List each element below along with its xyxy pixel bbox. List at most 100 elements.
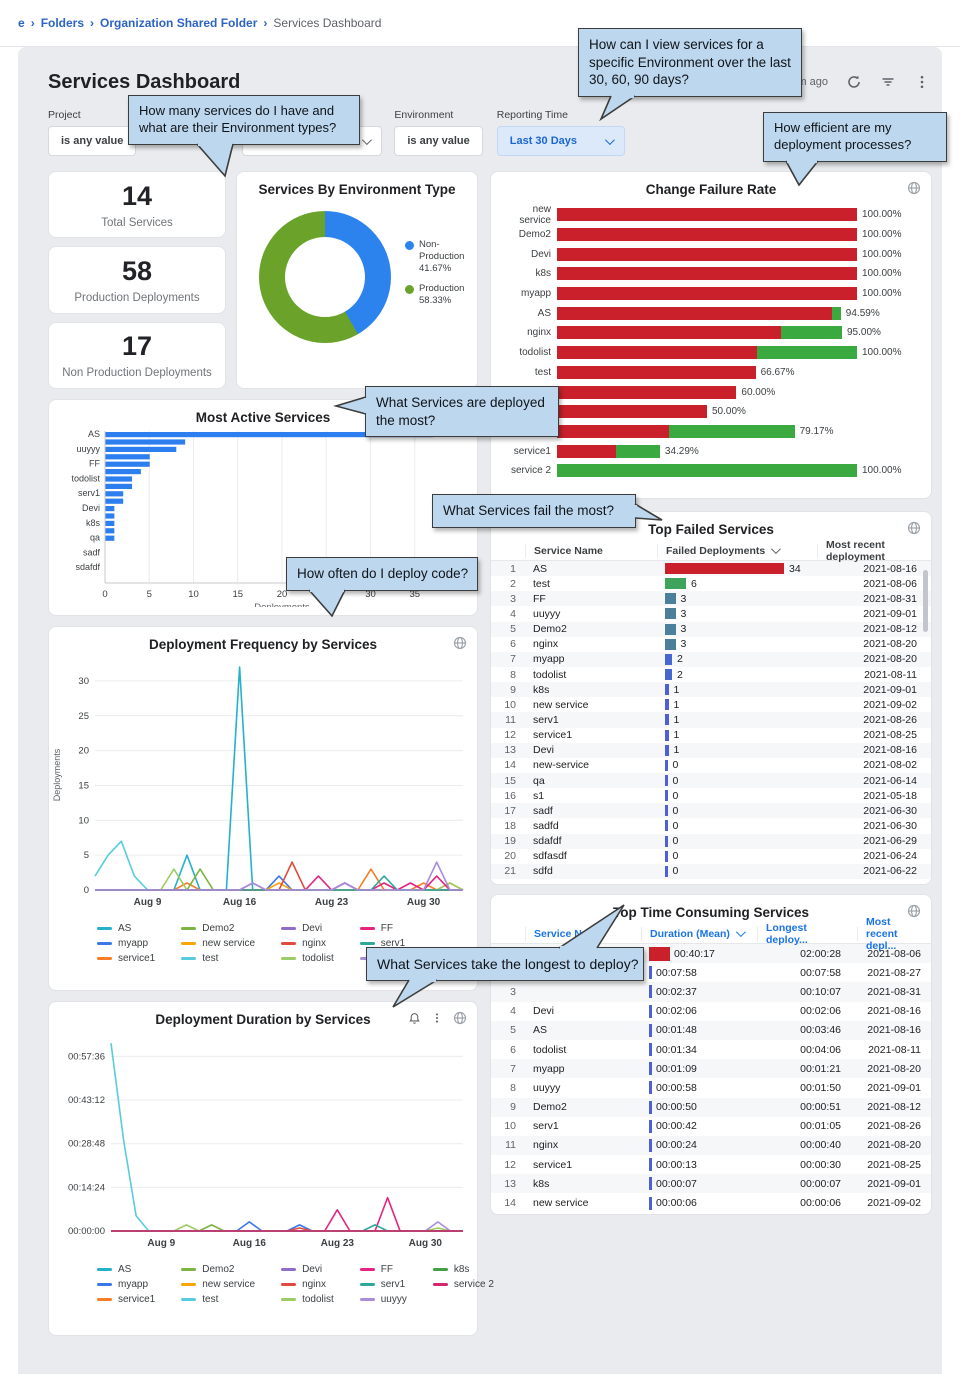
date-cell: 2021-06-30: [863, 819, 917, 832]
date-cell: 2021-08-06: [867, 947, 921, 960]
globe-icon[interactable]: [453, 1011, 467, 1025]
date-cell: 2021-08-12: [867, 1101, 921, 1114]
legend-dash: [181, 942, 197, 945]
cfr-failed-segment: [557, 247, 857, 261]
legend-label: Demo2: [202, 923, 235, 934]
table-row: 11 serv1 1 2021-08-26: [491, 712, 931, 728]
service-name-cell: sadfd: [533, 819, 559, 832]
row-number: 14: [504, 759, 516, 772]
legend-item: FF: [359, 1262, 407, 1277]
more-menu-icon[interactable]: [431, 1012, 443, 1024]
row-number: 1: [510, 562, 516, 575]
globe-icon[interactable]: [907, 521, 921, 535]
column-header[interactable]: Most recent depl...: [857, 916, 931, 952]
breadcrumb-item[interactable]: e: [18, 16, 25, 30]
legend-label: todolist: [302, 953, 334, 964]
legend-item: Demo2: [181, 921, 255, 936]
value-bar: [649, 1138, 652, 1152]
table-row: 13 Devi 1 2021-08-16: [491, 742, 931, 758]
date-cell: 2021-06-14: [863, 774, 917, 787]
failed-deployments-cell: 3: [657, 638, 817, 650]
row-number: 15: [504, 774, 516, 787]
svg-text:sadf: sadf: [83, 547, 101, 557]
table-row: 2 test 6 2021-08-06: [491, 576, 931, 591]
filter-project-chip[interactable]: is any value: [48, 126, 137, 156]
value-bar: [649, 1043, 652, 1057]
value-label: 3: [680, 623, 687, 636]
value-bar: [649, 985, 652, 999]
globe-icon[interactable]: [907, 181, 921, 195]
filter-project-label: Project: [48, 109, 81, 121]
value-label: 00:00:24: [656, 1139, 697, 1152]
callout-fail-most: What Services fail the most?: [432, 494, 663, 528]
service-name-cell: service1: [533, 1158, 573, 1171]
row-number: 11: [505, 1139, 516, 1152]
service-name-cell: serv1: [533, 1120, 559, 1133]
svg-text:0: 0: [84, 885, 89, 896]
svg-text:Aug 30: Aug 30: [409, 1238, 443, 1249]
legend-item: test: [181, 1292, 255, 1307]
row-number: 4: [510, 607, 516, 620]
filter-environment-chip[interactable]: is any value: [394, 126, 483, 156]
more-menu-icon[interactable]: [914, 74, 930, 90]
globe-icon[interactable]: [453, 636, 467, 650]
table-row: 7 myapp 00:01:09 00:01:21 2021-08-20: [491, 1059, 931, 1079]
globe-icon[interactable]: [907, 904, 921, 918]
top-time-consuming-table: Service Name Duration (Mean) Longest deplo…: [491, 916, 931, 1213]
duration-mean-cell: 00:07:58: [641, 966, 757, 980]
breadcrumb-item[interactable]: Folders: [40, 16, 85, 30]
date-cell: 2021-08-20: [863, 638, 917, 651]
legend-item: test: [181, 951, 255, 966]
failed-deployments-cell: 1: [657, 729, 817, 741]
chart-title: Top Failed Services: [648, 522, 774, 537]
failed-deployments-cell: 1: [657, 714, 817, 726]
legend-dash: [359, 1298, 375, 1301]
table-row: 6 nginx 3 2021-08-20: [491, 637, 931, 652]
table-row: 20 sdfasdf 0 2021-06-24: [491, 849, 931, 864]
service-name-cell: myapp: [533, 653, 565, 666]
header-spacer: [491, 927, 525, 941]
svg-text:Aug 9: Aug 9: [147, 1238, 175, 1249]
value-bar: [665, 729, 669, 741]
chevron-down-icon: [362, 134, 373, 145]
cfr-row: 50.00%: [499, 402, 917, 422]
svg-text:FF: FF: [89, 459, 100, 469]
chart-title: Change Failure Rate: [645, 182, 777, 197]
breadcrumb-item[interactable]: Organization Shared Folder: [100, 16, 258, 30]
column-header-sorted[interactable]: Failed Deployments: [657, 543, 817, 558]
date-cell: 2021-08-11: [868, 1043, 921, 1056]
bell-icon[interactable]: [408, 1012, 421, 1025]
legend-dash: [281, 1298, 297, 1301]
column-header[interactable]: Longest deploy...: [757, 922, 857, 946]
change-failure-rate-chart: new service 100.00% Demo2 100.00% Devi 100.00…: [491, 197, 931, 485]
value-label: 34: [789, 562, 801, 575]
legend-dash: [281, 1283, 297, 1286]
date-cell: 2021-06-24: [863, 850, 917, 863]
failed-deployments-cell: 3: [657, 593, 817, 605]
column-header[interactable]: Most recent deployment: [817, 539, 931, 563]
legend-label: Devi: [302, 923, 323, 934]
row-number: 9: [510, 1101, 516, 1114]
cfr-bar: 100.00%: [557, 267, 901, 281]
refresh-icon[interactable]: [846, 74, 862, 90]
service-name-cell: sadf: [533, 804, 553, 817]
filter-reporting-time-chip[interactable]: Last 30 Days: [496, 126, 625, 156]
value-bar: [665, 653, 672, 665]
service-name-cell: uuyyy: [533, 607, 561, 620]
filter-icon[interactable]: [880, 74, 896, 90]
cfr-success-segment: [616, 444, 660, 458]
column-header[interactable]: Service Name: [525, 543, 657, 558]
cfr-bar: 100.00%: [557, 228, 901, 242]
table-row: 13 k8s 00:00:07 00:00:07 2021-09-01: [491, 1174, 931, 1194]
duration-mean-cell: 00:01:34: [641, 1043, 757, 1057]
failed-deployments-cell: 2: [657, 669, 817, 681]
date-cell: 2021-08-20: [867, 1062, 921, 1075]
svg-text:Devi: Devi: [82, 503, 100, 513]
service-name-cell: Demo2: [533, 1101, 567, 1114]
scrollbar-thumb[interactable]: [923, 570, 928, 632]
value-bar: [665, 608, 676, 620]
legend-dash: [359, 1283, 375, 1286]
column-header-sorted[interactable]: Duration (Mean): [641, 926, 757, 941]
cfr-row: Devi 100.00%: [499, 244, 917, 264]
service-name-cell: new service: [533, 1197, 589, 1210]
